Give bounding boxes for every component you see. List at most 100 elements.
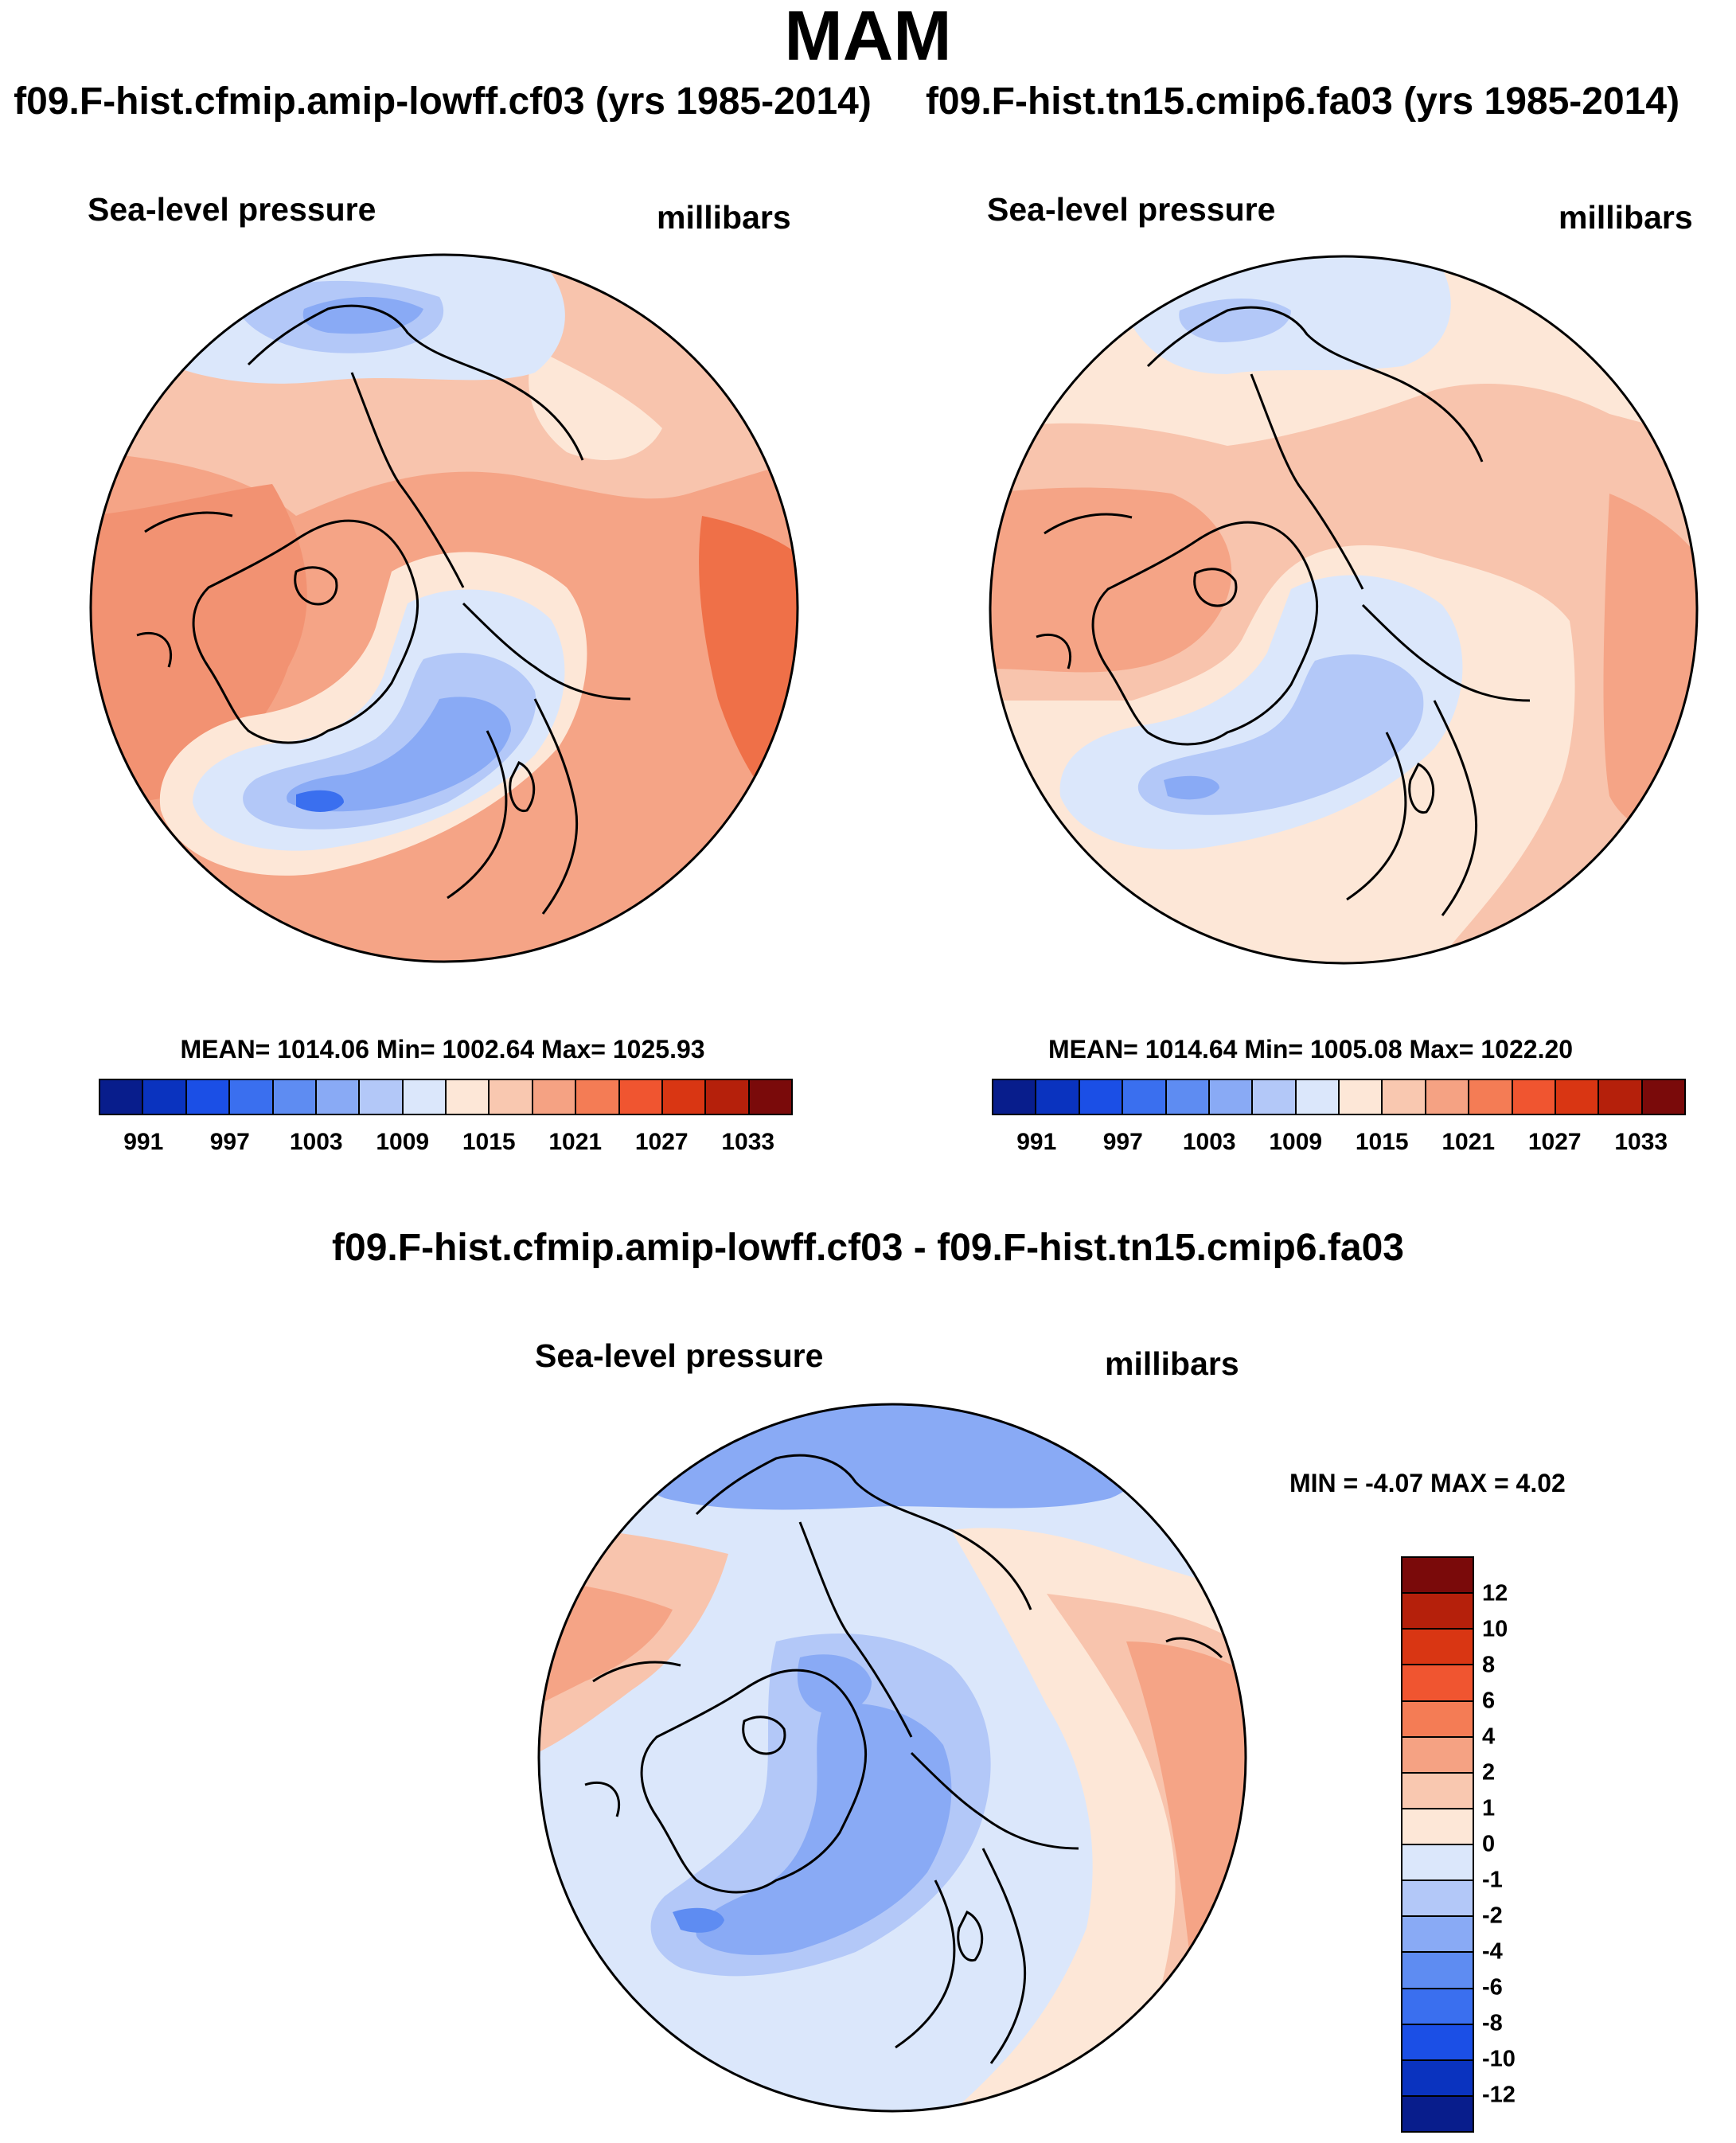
right-colorbar-tick-label: 1009 xyxy=(1269,1129,1323,1155)
difference-colorbar-tick-label: -4 xyxy=(1482,1938,1503,1965)
difference-units-label: millibars xyxy=(1105,1345,1239,1382)
difference-variable-label: Sea-level pressure xyxy=(535,1337,824,1374)
right-colorbar-swatch-9 xyxy=(1383,1080,1426,1114)
difference-colorbar-swatch-15 xyxy=(1402,2096,1473,2131)
left-field-contour-min-atlantic xyxy=(296,790,344,812)
difference-colorbar-swatch-11 xyxy=(1402,1953,1473,1989)
right-units-label: millibars xyxy=(1558,199,1693,236)
left-map-border xyxy=(89,253,799,963)
difference-colorbar-tick-label: -12 xyxy=(1482,2082,1516,2108)
right-colorbar-tick-label: 1021 xyxy=(1441,1129,1496,1155)
left-colorbar-tick-label: 1033 xyxy=(721,1129,775,1155)
difference-colorbar-tick-label: 6 xyxy=(1482,1688,1496,1714)
right-field-contour-high-east xyxy=(1603,494,1697,844)
difference-colorbar-tick-label: 1 xyxy=(1482,1795,1496,1821)
left-colorbar-tick-label: 1009 xyxy=(376,1129,430,1155)
right-colorbar-swatch-8 xyxy=(1340,1080,1383,1114)
right-stats: MEAN= 1014.64 Min= 1005.08 Max= 1022.20 xyxy=(1047,1035,1574,1064)
right-colorbar-swatch-10 xyxy=(1426,1080,1470,1114)
difference-field-contour-neg2-central xyxy=(696,1703,952,1955)
season-title: MAM xyxy=(784,0,952,75)
right-colorbar-tick-label: 991 xyxy=(1016,1129,1057,1155)
right-colorbar-tick-label: 1015 xyxy=(1355,1129,1409,1155)
left-field-contour-low-atlantic xyxy=(287,697,511,812)
difference-colorbar-swatch-13 xyxy=(1402,2024,1473,2061)
right-colorbar-swatch-6 xyxy=(1253,1080,1297,1114)
difference-colorbar-tick-label: -2 xyxy=(1482,1903,1503,1929)
difference-colorbar-swatch-0 xyxy=(1402,1558,1473,1595)
left-variable-label: Sea-level pressure xyxy=(88,191,376,228)
left-panel-title: f09.F-hist.cfmip.amip-lowff.cf03 (yrs 19… xyxy=(14,80,872,123)
left-colorbar-swatch-11 xyxy=(576,1080,620,1114)
difference-colorbar-tick-label: 4 xyxy=(1482,1723,1496,1750)
difference-colorbar-swatch-8 xyxy=(1402,1845,1473,1882)
right-colorbar-swatch-4 xyxy=(1166,1080,1210,1114)
right-panel-title: f09.F-hist.tn15.cmip6.fa03 (yrs 1985-201… xyxy=(925,80,1680,123)
left-polar-map xyxy=(89,253,799,963)
left-colorbar xyxy=(99,1079,793,1115)
left-colorbar-swatch-3 xyxy=(230,1080,274,1114)
left-colorbar-tick-label: 997 xyxy=(209,1129,250,1155)
left-colorbar-swatch-6 xyxy=(360,1080,404,1114)
difference-colorbar-swatch-3 xyxy=(1402,1665,1473,1702)
right-colorbar-swatch-2 xyxy=(1079,1080,1124,1114)
difference-polar-map xyxy=(537,1403,1247,2113)
right-colorbar-swatch-3 xyxy=(1123,1080,1167,1114)
right-colorbar xyxy=(992,1079,1686,1115)
left-field-contour-1015-pacific xyxy=(529,349,662,460)
left-colorbar-swatch-1 xyxy=(143,1080,187,1114)
right-colorbar-swatch-11 xyxy=(1469,1080,1513,1114)
right-field-contour-1003-atlantic xyxy=(1137,654,1424,815)
difference-field-contour-min xyxy=(673,1907,724,1933)
left-colorbar-tick-label: 991 xyxy=(123,1129,164,1155)
right-colorbar-swatch-7 xyxy=(1296,1080,1340,1114)
difference-colorbar-swatch-14 xyxy=(1402,2060,1473,2097)
left-colorbar-tick-label: 1015 xyxy=(462,1129,516,1155)
difference-map-border xyxy=(537,1403,1247,2113)
right-colorbar-tick-label: 1027 xyxy=(1527,1129,1582,1155)
left-colorbar-tick-label: 1021 xyxy=(548,1129,603,1155)
difference-colorbar-tick-label: -8 xyxy=(1482,2010,1503,2036)
right-colorbar-tick-label: 997 xyxy=(1102,1129,1143,1155)
difference-colorbar-swatch-5 xyxy=(1402,1737,1473,1774)
right-colorbar-swatch-0 xyxy=(993,1080,1037,1114)
left-colorbar-swatch-14 xyxy=(706,1080,750,1114)
difference-stats: MIN = -4.07 MAX = 4.02 xyxy=(1289,1469,1566,1497)
left-colorbar-swatch-5 xyxy=(316,1080,361,1114)
left-stats: MEAN= 1014.06 Min= 1002.64 Max= 1025.93 xyxy=(180,1035,705,1064)
left-colorbar-swatch-8 xyxy=(447,1080,490,1114)
right-field-contour-high-west xyxy=(990,487,1232,673)
right-variable-label: Sea-level pressure xyxy=(987,191,1276,228)
difference-colorbar-tick-label: 2 xyxy=(1482,1759,1496,1786)
left-colorbar-tick-label: 1027 xyxy=(634,1129,689,1155)
difference-colorbar-tick-label: 12 xyxy=(1482,1580,1508,1606)
difference-coastlines xyxy=(584,1454,1223,2064)
difference-colorbar-tick-label: -10 xyxy=(1482,2046,1516,2072)
left-colorbar-swatch-10 xyxy=(533,1080,577,1114)
difference-colorbar-tick-label: -6 xyxy=(1482,1974,1503,2001)
right-colorbar-tick-label: 1003 xyxy=(1182,1129,1236,1155)
left-colorbar-swatch-7 xyxy=(403,1080,447,1114)
difference-colorbar-swatch-4 xyxy=(1402,1701,1473,1738)
difference-colorbar-swatch-10 xyxy=(1402,1917,1473,1954)
right-colorbar-swatch-15 xyxy=(1642,1080,1684,1114)
left-colorbar-swatch-9 xyxy=(490,1080,533,1114)
difference-colorbar-tick-label: -1 xyxy=(1482,1867,1503,1893)
right-colorbar-tick-label: 1033 xyxy=(1614,1129,1668,1155)
right-colorbar-swatch-14 xyxy=(1599,1080,1643,1114)
left-colorbar-swatch-13 xyxy=(662,1080,707,1114)
right-polar-map xyxy=(989,255,1699,965)
difference-colorbar-swatch-6 xyxy=(1402,1773,1473,1809)
difference-colorbar-swatch-9 xyxy=(1402,1881,1473,1918)
difference-colorbar-swatch-12 xyxy=(1402,1989,1473,2025)
left-colorbar-swatch-0 xyxy=(100,1080,144,1114)
left-colorbar-swatch-4 xyxy=(273,1080,317,1114)
left-colorbar-swatch-12 xyxy=(619,1080,663,1114)
right-map-border xyxy=(989,255,1699,965)
right-colorbar-swatch-13 xyxy=(1555,1080,1600,1114)
left-colorbar-tick-label: 1003 xyxy=(289,1129,343,1155)
difference-colorbar-tick-label: 10 xyxy=(1482,1616,1508,1642)
right-field-contour-min-atlantic xyxy=(1164,775,1219,800)
right-colorbar-swatch-1 xyxy=(1036,1080,1080,1114)
difference-colorbar-tick-label: 0 xyxy=(1482,1831,1496,1857)
